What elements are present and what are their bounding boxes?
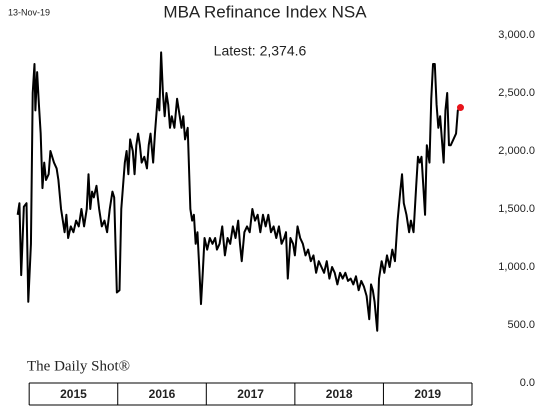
x-tick-label: 2015 — [60, 387, 87, 401]
y-tick-label: 2,000.0 — [498, 145, 535, 157]
source-logo: The Daily Shot® — [27, 358, 130, 374]
chart-title: MBA Refinance Index NSA — [163, 2, 367, 21]
x-tick-label: 2017 — [237, 387, 264, 401]
latest-point — [456, 104, 464, 112]
y-tick-label: 500.0 — [507, 319, 535, 331]
y-tick-label: 2,500.0 — [498, 87, 535, 99]
x-tick-label: 2018 — [326, 387, 353, 401]
y-tick-label: 0.0 — [520, 377, 535, 389]
x-tick-label: 2019 — [414, 387, 441, 401]
x-tick-label: 2016 — [149, 387, 176, 401]
annotation: Latest: 2,374.6 — [214, 43, 307, 59]
y-tick-label: 1,500.0 — [498, 203, 535, 215]
y-tick-label: 3,000.0 — [498, 29, 535, 41]
y-tick-label: 1,000.0 — [498, 261, 535, 273]
series-line — [16, 51, 462, 332]
date-label: 13-Nov-19 — [8, 7, 50, 17]
